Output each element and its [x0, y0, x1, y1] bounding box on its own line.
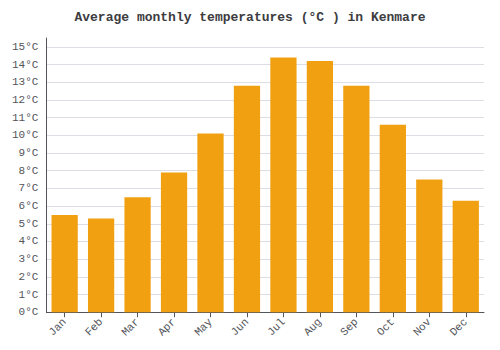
- svg-text:6°C: 6°C: [19, 200, 39, 212]
- svg-text:Jan: Jan: [46, 316, 68, 338]
- svg-text:Sep: Sep: [338, 316, 360, 338]
- svg-text:Jun: Jun: [229, 316, 251, 338]
- svg-text:Oct: Oct: [375, 316, 397, 338]
- svg-text:Apr: Apr: [156, 316, 178, 338]
- svg-text:2°C: 2°C: [19, 271, 39, 283]
- svg-text:13°C: 13°C: [12, 76, 39, 88]
- svg-text:9°C: 9°C: [19, 147, 39, 159]
- svg-text:Mar: Mar: [119, 316, 141, 338]
- svg-text:4°C: 4°C: [19, 235, 39, 247]
- svg-text:Nov: Nov: [411, 316, 434, 339]
- svg-text:Feb: Feb: [83, 316, 105, 338]
- svg-text:Dec: Dec: [448, 316, 470, 338]
- svg-text:11°C: 11°C: [12, 112, 39, 124]
- svg-text:Aug: Aug: [302, 316, 324, 338]
- svg-text:15°C: 15°C: [12, 41, 39, 53]
- svg-text:Jul: Jul: [265, 316, 287, 338]
- svg-text:Average monthly temperatures (: Average monthly temperatures (°C ) in Ke…: [74, 10, 425, 25]
- svg-text:12°C: 12°C: [12, 94, 39, 106]
- svg-text:10°C: 10°C: [12, 129, 39, 141]
- svg-text:3°C: 3°C: [19, 253, 39, 265]
- svg-text:8°C: 8°C: [19, 165, 39, 177]
- svg-text:7°C: 7°C: [19, 182, 39, 194]
- svg-text:May: May: [192, 316, 215, 339]
- svg-text:1°C: 1°C: [19, 289, 39, 301]
- svg-text:0°C: 0°C: [19, 306, 39, 318]
- svg-text:14°C: 14°C: [12, 59, 39, 71]
- svg-text:5°C: 5°C: [19, 218, 39, 230]
